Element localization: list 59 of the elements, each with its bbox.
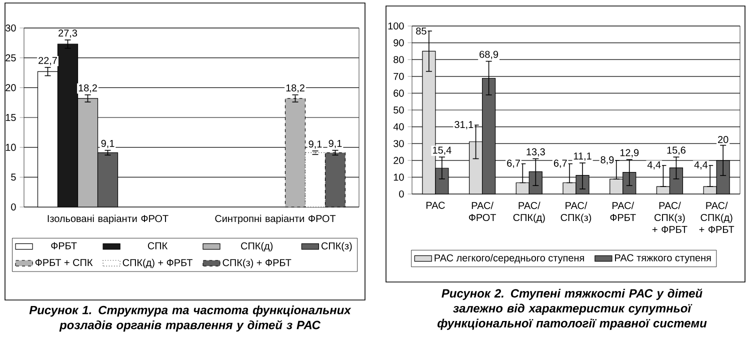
y-tick-label: 15 bbox=[6, 114, 16, 121]
data-label: 9,1 bbox=[308, 140, 322, 149]
data-label: 18,2 bbox=[78, 84, 97, 93]
y-tick-label: 30 bbox=[6, 24, 16, 32]
x-tick-label: РАС/ ФРОТ bbox=[468, 202, 496, 222]
data-label: 4,4 bbox=[694, 161, 708, 170]
y-tick-label: 0 bbox=[11, 203, 16, 211]
data-label: 8,9 bbox=[600, 156, 614, 165]
y-tick-label: 5 bbox=[11, 174, 16, 181]
data-label: 15,6 bbox=[667, 146, 686, 155]
data-label: 15,4 bbox=[433, 146, 452, 155]
y-tick-label: 80 bbox=[394, 56, 404, 64]
y-tick-label: 10 bbox=[6, 144, 16, 151]
data-label: 68,9 bbox=[480, 50, 498, 60]
data-label: 6,7 bbox=[507, 160, 520, 168]
data-label: 9,1 bbox=[101, 140, 114, 148]
y-tick-label: 10 bbox=[394, 174, 404, 181]
y-tick-label: 0 bbox=[399, 190, 404, 198]
data-label: 12,9 bbox=[620, 149, 639, 158]
x-tick-label: РАС/ СПК(д) bbox=[513, 202, 545, 224]
legend-label: СПК(з) + ФРБТ bbox=[222, 258, 292, 268]
x-tick-label: РАС/ СПК(з) + ФРБТ bbox=[652, 202, 688, 233]
legend-label: СПК(з) bbox=[322, 242, 352, 252]
y-tick-label: 50 bbox=[394, 106, 404, 114]
y-tick-label: 40 bbox=[393, 123, 404, 130]
x-tick-label: РАС/ ФРБТ bbox=[610, 202, 636, 221]
x-tick-label: Ізольовані варіанти ФРОТ bbox=[48, 214, 168, 224]
legend-label: ФРБТ + СПК bbox=[35, 258, 93, 266]
y-tick-label: 70 bbox=[394, 72, 404, 80]
x-tick-label: РАС bbox=[426, 202, 445, 209]
legend-label: РАС легкого/середнього ступеня bbox=[434, 254, 584, 264]
legend-label: РАС тяжкого ступеня bbox=[615, 254, 711, 264]
text: СПК bbox=[148, 242, 168, 250]
y-tick-label: 25 bbox=[6, 54, 16, 62]
text: Рисунок 2. Ступені тяжкості РАС у дітей залежно від характеристик супутньої функціональної патології травної системи bbox=[438, 288, 707, 330]
legend-label: СПК(д) + ФРБТ bbox=[122, 258, 192, 268]
data-label: 27,3 bbox=[58, 30, 78, 38]
y-tick-label: 30 bbox=[394, 140, 404, 148]
data-label: 18,2 bbox=[286, 84, 304, 93]
data-label: 11,1 bbox=[574, 152, 592, 161]
data-label: 31,1 bbox=[454, 121, 474, 130]
data-label: 4,4 bbox=[647, 161, 661, 170]
y-tick-label: 100 bbox=[388, 22, 404, 30]
data-label: 22,7 bbox=[38, 56, 57, 66]
x-tick-label: РАС/ СПК(з) bbox=[560, 202, 592, 224]
data-label: 9,1 bbox=[328, 140, 342, 148]
data-label: 20 bbox=[718, 136, 728, 144]
legend-label: СПК(д) bbox=[241, 242, 273, 252]
x-tick-label: РАС/ СПК(д) + ФРБТ bbox=[699, 202, 734, 233]
data-label: 6,7 bbox=[554, 160, 567, 168]
x-tick-label: Синтропні варіанти ФРОТ bbox=[215, 214, 336, 224]
y-tick-label: 90 bbox=[394, 39, 404, 46]
y-tick-label: 20 bbox=[394, 156, 404, 164]
y-tick-label: 20 bbox=[6, 84, 16, 92]
data-label: 13,3 bbox=[526, 148, 545, 157]
y-tick-label: 60 bbox=[394, 90, 404, 97]
text: Рисунок 1. Структура та частота функціональних розладів органів травлення у дітей з РАС bbox=[29, 306, 352, 332]
data-label: 85 bbox=[416, 28, 426, 35]
legend-label: ФРБТ bbox=[51, 242, 77, 250]
